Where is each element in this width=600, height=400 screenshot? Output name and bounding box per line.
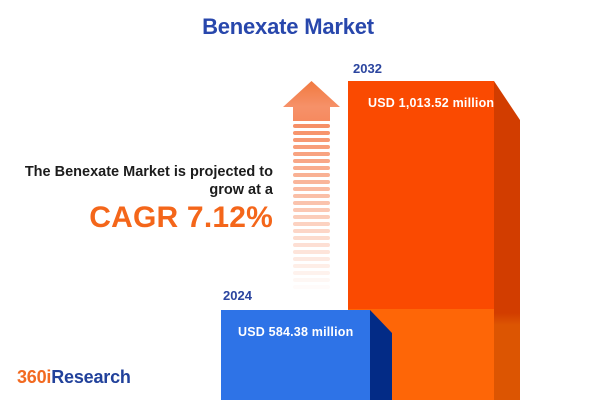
bar-2032-side-3d	[494, 81, 520, 400]
logo-research: Research	[51, 367, 131, 387]
page-title: Benexate Market	[202, 14, 374, 39]
cagr-value: CAGR 7.12%	[89, 201, 273, 234]
growth-arrow-icon	[283, 81, 340, 292]
arrow-stripes	[293, 121, 330, 289]
logo-360i: 360i	[17, 367, 52, 387]
brand-logo: 360iResearch	[17, 367, 131, 388]
title-wrap: Benexate Market	[0, 14, 600, 40]
annotation-line-2: grow at a	[209, 182, 273, 198]
annotation-block: The Benexate Market is projected to grow…	[0, 163, 273, 233]
bar-2032-value-label: USD 1,013.52 million	[368, 96, 495, 110]
year-label-2032: 2032	[353, 61, 382, 76]
annotation-line-1: The Benexate Market is projected to	[24, 164, 273, 180]
bar-2024-side-3d	[370, 310, 392, 400]
arrow-head-icon	[283, 81, 340, 107]
year-label-2024: 2024	[223, 288, 252, 303]
bar-2024-value-label: USD 584.38 million	[238, 325, 354, 339]
bar-2024: USD 584.38 million	[221, 310, 392, 400]
arrow-neck	[293, 107, 330, 121]
bar-2024-face	[221, 310, 370, 400]
